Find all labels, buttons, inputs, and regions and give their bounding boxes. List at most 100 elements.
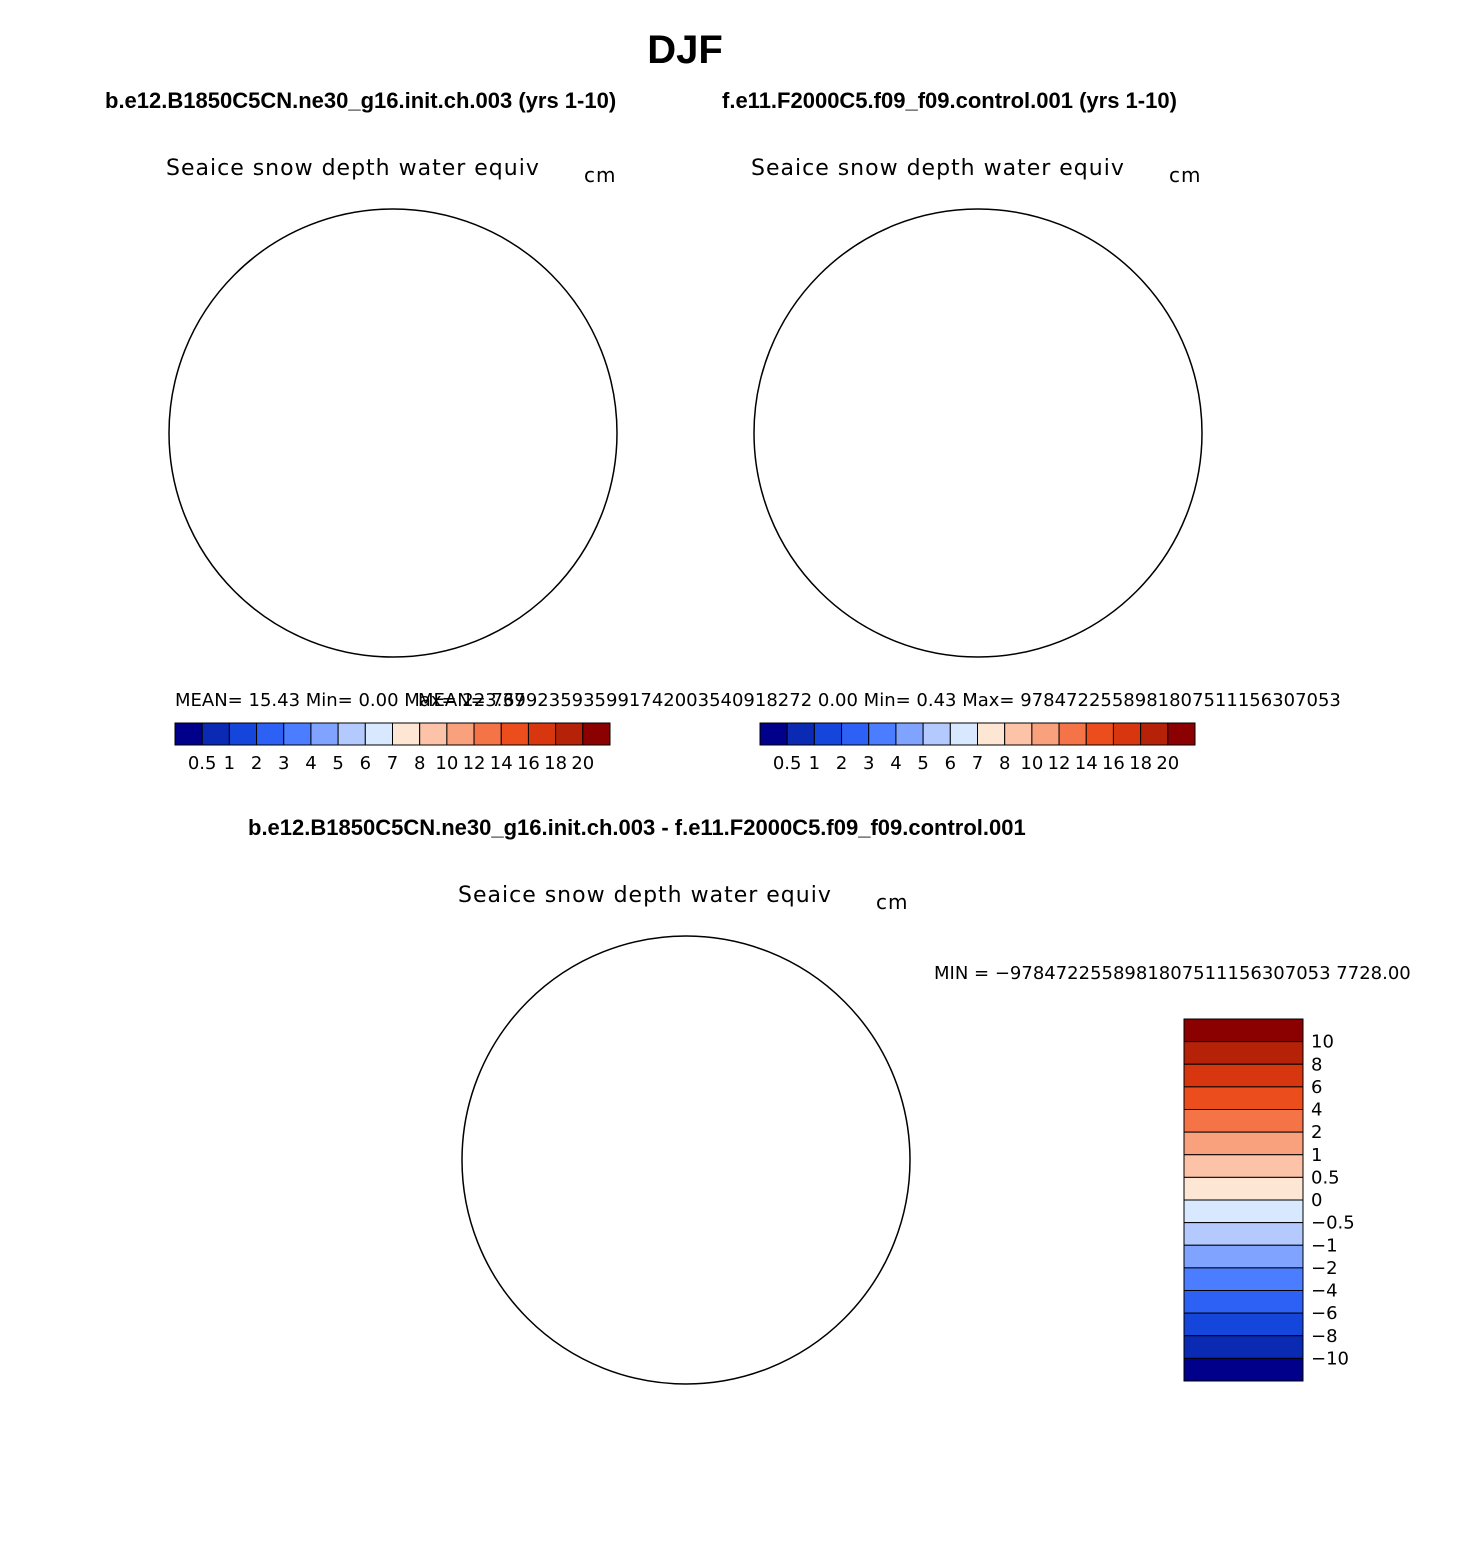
panel1-plot-title: Seaice snow depth water equiv: [166, 156, 540, 181]
panel2-map-border: [753, 208, 1203, 658]
colorbar-tick-label: 3: [278, 753, 289, 774]
colorbar-swatch: [174, 722, 203, 746]
colorbar-swatch: [500, 722, 529, 746]
colorbar-tick-label: 18: [1129, 753, 1152, 774]
figure-title: DJF: [647, 28, 723, 72]
colorbar-tick-label: 3: [863, 753, 874, 774]
colorbar-swatch: [1031, 722, 1060, 746]
colorbar-swatch: [1183, 1199, 1304, 1224]
colorbar-tick-label: 0.5: [773, 753, 802, 774]
colorbar-swatch: [1183, 1018, 1304, 1043]
colorbar-swatch: [1183, 1244, 1304, 1269]
colorbar-case1: 0.5 1 2 3 4 5 6 7 8 10 12 14 16 18 20: [174, 722, 611, 774]
panel1-map: [168, 208, 618, 658]
colorbar-swatch: [895, 722, 924, 746]
diff-min-label: MIN = −9784722558981807511156307053 7728…: [934, 963, 1411, 984]
case2-label: f.e11.F2000C5.f09_f09.control.001 (yrs 1…: [722, 88, 1177, 113]
panel2-map: [753, 208, 1203, 658]
colorbar-case2: 0.5 1 2 3 4 5 6 7 8 10 12 14 16 18 20: [759, 722, 1196, 774]
panel1-stats: MEAN= 15.43 Min= 0.00 Max= 223.37: [175, 690, 526, 711]
colorbar-swatch: [1183, 1086, 1304, 1110]
colorbar-tick-label: 5: [917, 753, 928, 774]
colorbar-tick-label: 0: [1311, 1190, 1322, 1211]
colorbar-tick-label: 4: [305, 753, 316, 774]
colorbar-swatch: [310, 722, 339, 746]
colorbar-tick-label: 6: [1311, 1077, 1322, 1098]
panel3-plot-title: Seaice snow depth water equiv: [458, 883, 832, 908]
colorbar-tick-label: −4: [1311, 1281, 1338, 1302]
colorbar-tick-label: 14: [1075, 753, 1098, 774]
colorbar-tick-label: 10: [1020, 753, 1043, 774]
colorbar-tick-label: −1: [1311, 1235, 1338, 1256]
colorbar-swatch: [473, 722, 502, 746]
colorbar-swatch: [256, 722, 285, 746]
colorbar-swatch: [364, 722, 393, 746]
colorbar-tick-label: 0.5: [1311, 1167, 1340, 1188]
colorbar-tick-label: 1: [1311, 1145, 1322, 1166]
colorbar-tick-label: 16: [1102, 753, 1125, 774]
colorbar-swatch: [1112, 722, 1142, 746]
colorbar-swatch: [283, 722, 312, 746]
colorbar-swatch: [228, 722, 258, 746]
colorbar-swatch: [1183, 1131, 1304, 1156]
colorbar-swatch: [1004, 722, 1033, 746]
colorbar-tick-label: 1: [809, 753, 820, 774]
colorbar-tick-label: 10: [1311, 1032, 1334, 1053]
panel2-stats: MEAN= 7699235935991742003540918272 0.00 …: [418, 690, 1341, 711]
colorbar-tick-label: 10: [435, 753, 458, 774]
colorbar-swatch: [1183, 1063, 1304, 1088]
panel3-map: [461, 935, 911, 1385]
colorbar-tick-label: 0.5: [188, 753, 217, 774]
panel1-map-border: [168, 208, 618, 658]
colorbar-swatch: [1167, 722, 1196, 746]
colorbar-swatch: [759, 722, 788, 746]
colorbar-swatch: [1058, 722, 1087, 746]
colorbar-swatch: [949, 722, 978, 746]
panel3-map-border: [461, 935, 911, 1385]
colorbar-swatch: [1183, 1312, 1304, 1337]
case1-label: b.e12.B1850C5CN.ne30_g16.init.ch.003 (yr…: [105, 88, 617, 113]
colorbar-tick-label: −8: [1311, 1326, 1338, 1347]
colorbar-swatch: [201, 722, 230, 746]
colorbar-tick-label: 14: [490, 753, 513, 774]
colorbar-swatch: [392, 722, 421, 746]
colorbar-swatch: [1183, 1154, 1304, 1178]
colorbar-swatch: [1183, 1290, 1304, 1314]
colorbar-swatch: [841, 722, 870, 746]
colorbar-swatch: [813, 722, 843, 746]
colorbar-swatch: [1183, 1335, 1304, 1359]
colorbar-tick-label: 12: [1048, 753, 1071, 774]
colorbar-swatch: [419, 722, 448, 746]
colorbar-tick-label: 8: [999, 753, 1010, 774]
colorbar-tick-label: 1: [224, 753, 235, 774]
panel2-plot-title: Seaice snow depth water equiv: [751, 156, 1125, 181]
colorbar-tick-label: 2: [836, 753, 847, 774]
colorbar-swatch: [1183, 1041, 1304, 1065]
colorbar-swatch: [1183, 1176, 1304, 1201]
colorbar-tick-label: 6: [945, 753, 956, 774]
colorbar-swatch: [337, 722, 366, 746]
colorbar-swatch: [977, 722, 1006, 746]
colorbar-swatch: [1085, 722, 1114, 746]
colorbar-tick-label: −10: [1311, 1348, 1349, 1369]
colorbar-swatch: [527, 722, 557, 746]
colorbar-tick-label: 16: [517, 753, 540, 774]
colorbar-swatch: [1140, 722, 1169, 746]
colorbar-tick-label: 7: [387, 753, 398, 774]
colorbar-tick-label: 12: [463, 753, 486, 774]
colorbar-swatch: [868, 722, 897, 746]
colorbar-swatch: [786, 722, 815, 746]
colorbar-tick-label: 2: [1311, 1122, 1322, 1143]
colorbar-tick-label: 7: [972, 753, 983, 774]
colorbar-tick-label: 4: [1311, 1100, 1322, 1121]
colorbar-tick-label: 6: [360, 753, 371, 774]
colorbar-tick-label: 18: [544, 753, 567, 774]
colorbar-swatch: [1183, 1357, 1304, 1382]
colorbar-swatch: [1183, 1267, 1304, 1291]
colorbar-swatch: [582, 722, 611, 746]
colorbar-swatch: [1183, 1109, 1304, 1133]
panel2-units: cm: [1169, 163, 1202, 187]
colorbar-tick-label: 20: [1156, 753, 1179, 774]
